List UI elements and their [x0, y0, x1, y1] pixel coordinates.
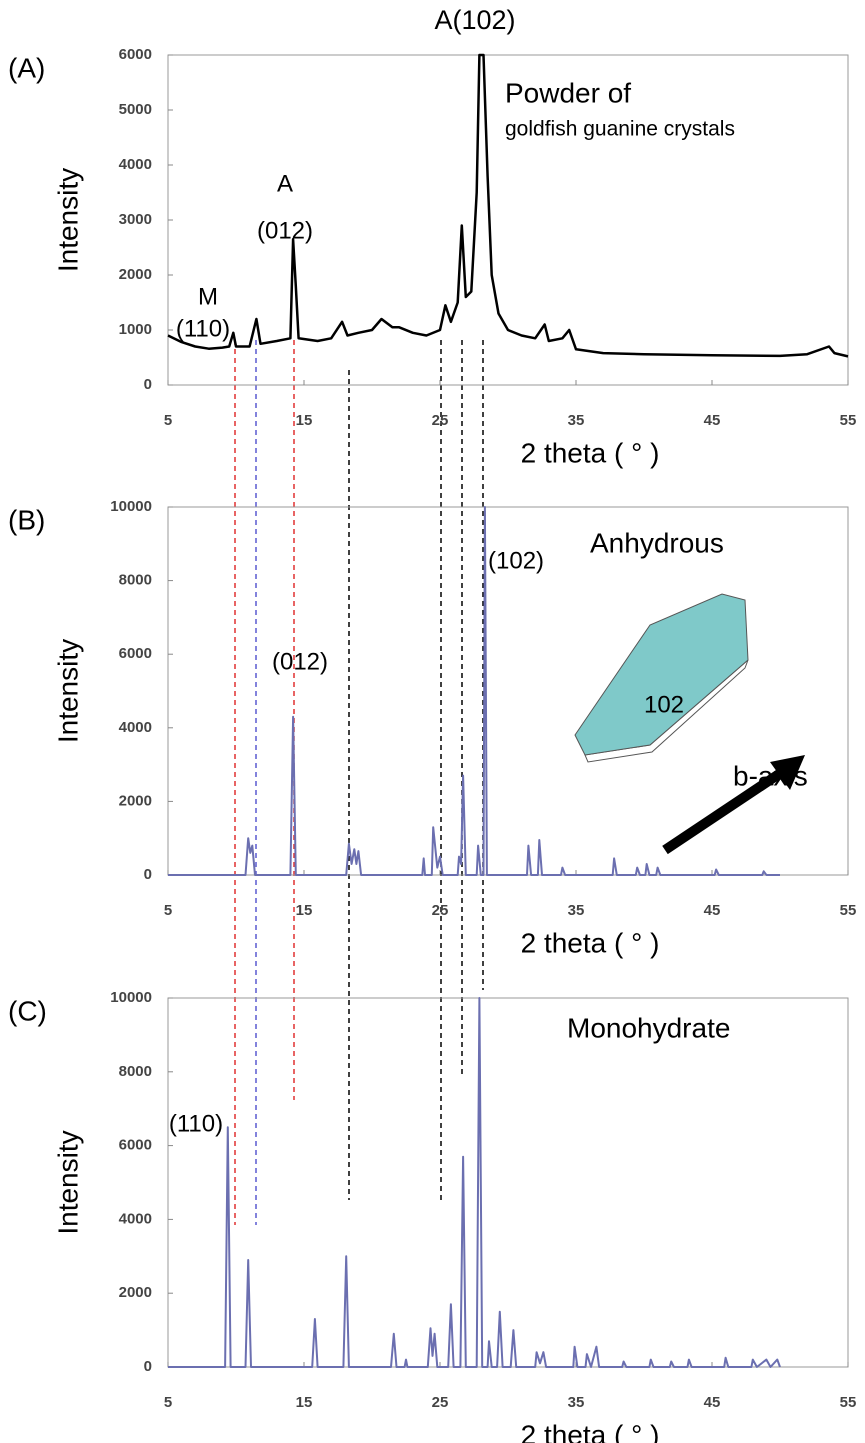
x-tick-label: 5: [164, 412, 172, 429]
y-axis-label: Intensity: [52, 168, 83, 272]
y-tick-label: 0: [144, 866, 152, 883]
x-tick-label: 5: [164, 902, 172, 919]
y-tick-label: 4000: [119, 1210, 152, 1227]
x-tick-label: 25: [432, 412, 449, 429]
annotation: A(102): [434, 5, 515, 35]
x-tick-label: 55: [840, 412, 857, 429]
y-tick-label: 6000: [119, 645, 152, 662]
annotation: (012): [272, 648, 328, 675]
crystal-icon: [574, 593, 805, 855]
x-tick-label: 15: [296, 902, 313, 919]
y-tick-label: 5000: [119, 101, 152, 118]
x-tick-label: 55: [840, 902, 857, 919]
y-tick-label: 4000: [119, 719, 152, 736]
panel-label: (C): [8, 995, 47, 1026]
annotation: 102: [644, 691, 684, 718]
annotation: b-axis: [733, 760, 808, 791]
x-tick-label: 35: [568, 1394, 585, 1411]
x-tick-label: 35: [568, 902, 585, 919]
data-line: [168, 997, 781, 1368]
y-tick-label: 0: [144, 376, 152, 393]
annotation: A: [277, 170, 293, 197]
annotation: (102): [488, 547, 544, 574]
annotation: goldfish guanine crystals: [505, 118, 735, 141]
annotation: M: [198, 283, 218, 310]
y-axis-label: Intensity: [52, 1130, 83, 1234]
y-tick-label: 10000: [110, 498, 152, 515]
x-tick-label: 5: [164, 1394, 172, 1411]
x-tick-label: 25: [432, 902, 449, 919]
y-tick-label: 2000: [119, 792, 152, 809]
annotation: (012): [257, 217, 313, 244]
x-tick-label: 15: [296, 1394, 313, 1411]
x-tick-label: 55: [840, 1394, 857, 1411]
data-line: [168, 506, 780, 876]
x-tick-label: 15: [296, 412, 313, 429]
y-tick-label: 10000: [110, 989, 152, 1006]
y-tick-label: 2000: [119, 266, 152, 283]
annotation: Anhydrous: [590, 527, 724, 558]
annotation: (110): [176, 315, 230, 342]
y-tick-label: 1000: [119, 321, 152, 338]
x-tick-label: 35: [568, 412, 585, 429]
y-tick-label: 6000: [119, 1137, 152, 1154]
x-tick-label: 45: [704, 902, 721, 919]
x-axis-label: 2 theta ( ° ): [521, 1419, 660, 1443]
annotation: Powder of: [505, 77, 631, 108]
x-axis-label: 2 theta ( ° ): [521, 927, 660, 958]
reference-lines: [234, 340, 484, 1225]
panel-label: (A): [8, 52, 45, 83]
panel-label: (B): [8, 504, 45, 535]
y-tick-label: 3000: [119, 211, 152, 228]
y-tick-label: 8000: [119, 1063, 152, 1080]
y-tick-label: 0: [144, 1358, 152, 1375]
data-line: [167, 53, 849, 358]
y-tick-label: 6000: [119, 46, 152, 63]
annotation: (110): [169, 1110, 223, 1137]
y-tick-label: 8000: [119, 572, 152, 589]
y-tick-label: 4000: [119, 156, 152, 173]
y-tick-label: 2000: [119, 1284, 152, 1301]
annotation: Monohydrate: [567, 1012, 730, 1043]
x-tick-label: 45: [704, 1394, 721, 1411]
y-axis-label: Intensity: [52, 639, 83, 743]
x-axis-label: 2 theta ( ° ): [521, 437, 660, 468]
x-tick-label: 25: [432, 1394, 449, 1411]
x-tick-label: 45: [704, 412, 721, 429]
plot-frame: [167, 997, 849, 1368]
